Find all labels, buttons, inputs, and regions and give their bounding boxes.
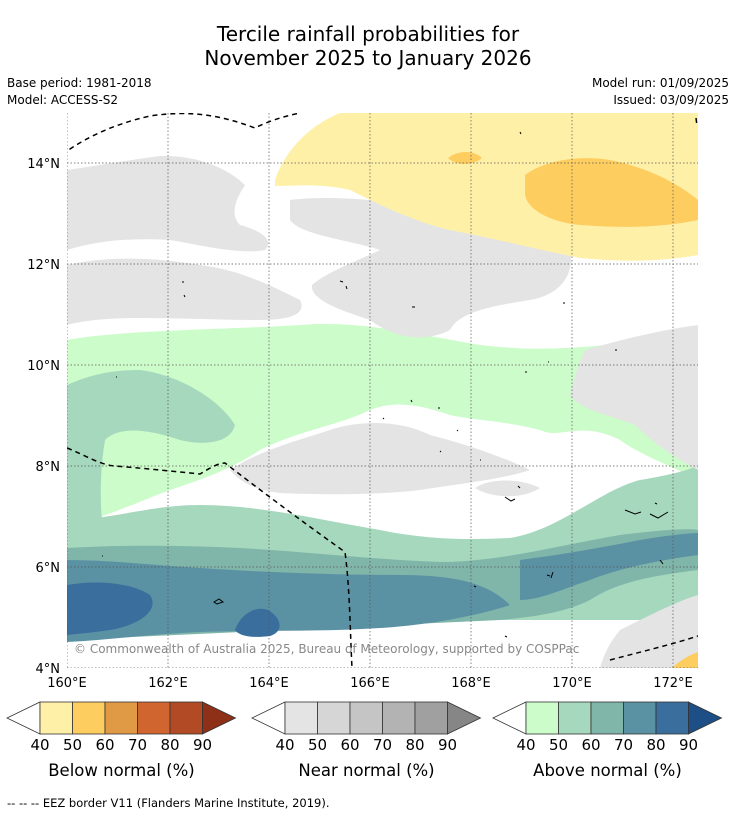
near-region-island-patch — [475, 480, 540, 497]
colorbar-near-low-extend — [251, 701, 286, 735]
colorbar-below-tick: 90 — [193, 736, 212, 754]
lon-label-164e: 164°E — [249, 676, 289, 691]
colorbar-near-cell — [284, 701, 318, 735]
colorbar-above-high-extend — [688, 701, 723, 735]
colorbar-below-cell — [137, 701, 171, 735]
colorbar-above-cell — [590, 701, 624, 735]
near-region-west — [67, 258, 302, 325]
lon-label-170e: 170°E — [552, 676, 592, 691]
colorbar-below-cell — [39, 701, 73, 735]
model-name: Model: ACCESS-S2 — [7, 93, 119, 107]
colorbar-above-tick: 60 — [581, 736, 600, 754]
lat-label-10n: 10°N — [27, 359, 60, 374]
title-line-2: November 2025 to January 2026 — [204, 46, 532, 70]
colorbar-near-cell — [414, 701, 448, 735]
colorbar-below-cell — [169, 701, 203, 735]
near-region-north — [67, 155, 269, 252]
lat-label-6n: 6°N — [36, 561, 61, 576]
above-70-east — [520, 533, 698, 600]
copyright-credit: © Commonwealth of Australia 2025, Bureau… — [74, 642, 579, 656]
lat-axis: 14°N 12°N 10°N 8°N 6°N 4°N — [27, 157, 60, 677]
colorbar-near-cell — [317, 701, 351, 735]
colorbar-above-cell — [558, 701, 592, 735]
colorbar-above-tick: 50 — [549, 736, 568, 754]
eez-footnote: -- -- -- EEZ border V11 (Flanders Marine… — [7, 796, 330, 810]
above-80-patch-central — [235, 608, 280, 637]
colorbar-label-near: Near normal (%) — [298, 761, 435, 780]
lon-label-162e: 162°E — [148, 676, 188, 691]
lon-label-172e: 172°E — [653, 676, 693, 691]
colorbar-below-tick: 40 — [30, 736, 49, 754]
near-region-east — [570, 325, 698, 470]
above-80-patch-west — [67, 582, 153, 635]
colorbar-above-tick: 90 — [679, 736, 698, 754]
eez-borders — [67, 113, 698, 668]
colorbar-below-cell — [104, 701, 138, 735]
colorbar-above-tick: 70 — [614, 736, 633, 754]
below-50-small-patch — [448, 152, 482, 164]
colorbar-near-cell — [382, 701, 416, 735]
above-70-band — [67, 560, 510, 642]
colorbar-near-cell — [349, 701, 383, 735]
chart-title: Tercile rainfall probabilities for Novem… — [0, 22, 736, 70]
lat-label-4n: 4°N — [36, 662, 61, 677]
issued-date: Issued: 03/09/2025 — [613, 93, 729, 107]
near-region-southeast — [600, 595, 698, 668]
colorbar-label-below: Below normal (%) — [48, 761, 195, 780]
colorbar-near-high-extend — [447, 701, 482, 735]
colorbar-below-high-extend — [202, 701, 237, 735]
meta-right: Model run: 01/09/2025 Issued: 03/09/2025 — [592, 75, 729, 109]
colorbar-near-tick: 80 — [405, 736, 424, 754]
map-plot-area: © Commonwealth of Australia 2025, Bureau… — [67, 113, 698, 668]
graticule — [67, 113, 698, 668]
below-50-corner-patch — [672, 652, 698, 668]
colorbar-above-low-extend — [492, 701, 527, 735]
colorbar-below-tick: 50 — [63, 736, 82, 754]
below-50-region — [525, 158, 698, 227]
title-line-1: Tercile rainfall probabilities for — [216, 22, 520, 46]
colorbar-above-cell — [623, 701, 657, 735]
colorbar-below-tick: 70 — [128, 736, 147, 754]
lon-axis: 160°E 162°E 164°E 166°E 168°E 170°E 172°… — [47, 676, 693, 691]
colorbar-below-cell — [72, 701, 106, 735]
above-50-region — [67, 370, 235, 525]
model-run: Model run: 01/09/2025 — [591, 76, 729, 90]
lat-label-12n: 12°N — [27, 258, 60, 273]
colorbar-below-tick: 60 — [95, 736, 114, 754]
colorbar-above-cell — [525, 701, 559, 735]
above-40-region — [67, 324, 698, 525]
colorbar-above-tick: 40 — [516, 736, 535, 754]
meta-left: Base period: 1981-2018 Model: ACCESS-S2 — [7, 75, 152, 109]
colorbar-near-tick: 60 — [340, 736, 359, 754]
lat-label-8n: 8°N — [36, 460, 61, 475]
lon-label-166e: 166°E — [350, 676, 390, 691]
base-period: Base period: 1981-2018 — [7, 76, 152, 90]
lon-label-160e: 160°E — [47, 676, 87, 691]
colorbar-near-tick: 70 — [373, 736, 392, 754]
colorbar-below-tick: 80 — [160, 736, 179, 754]
lon-label-168e: 168°E — [451, 676, 491, 691]
colorbar-above-tick: 80 — [646, 736, 665, 754]
near-region-south-center — [230, 423, 530, 495]
islands — [102, 131, 669, 638]
colorbar-near-tick: 90 — [438, 736, 457, 754]
colorbar-near-tick: 40 — [275, 736, 294, 754]
colorbar-above-cell — [655, 701, 689, 735]
lat-label-14n: 14°N — [27, 157, 60, 172]
colorbar-label-above: Above normal (%) — [533, 761, 682, 780]
colorbar-legends: 40 50 60 70 80 90 40 50 60 70 80 90 40 50 60 70 80 90 — [6, 701, 723, 754]
colorbar-below-low-extend — [6, 701, 41, 735]
colorbar-near-tick: 50 — [308, 736, 327, 754]
